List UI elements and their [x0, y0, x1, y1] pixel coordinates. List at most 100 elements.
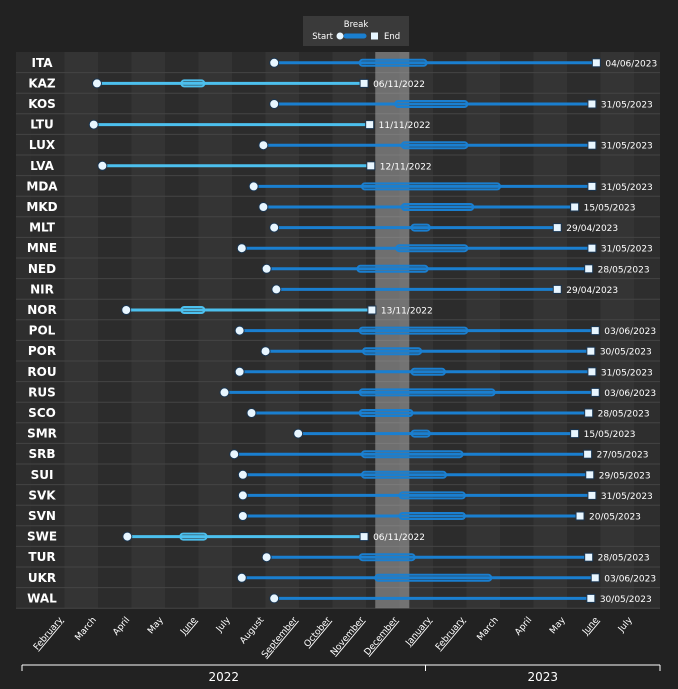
- end-marker: [365, 120, 375, 130]
- end-marker: [587, 367, 597, 377]
- month-column: [198, 52, 232, 609]
- start-marker: [234, 366, 245, 377]
- end-date-label: 11/11/2022: [379, 121, 431, 131]
- end-date-label: 15/05/2023: [584, 430, 636, 440]
- start-marker: [269, 222, 280, 233]
- row-lux: LUX 31/05/2023: [29, 138, 653, 152]
- end-date-label: 29/05/2023: [599, 471, 651, 481]
- end-marker: [359, 78, 369, 88]
- break-marker: [361, 347, 423, 356]
- month-column: [31, 52, 65, 609]
- row-label: UKR: [28, 571, 56, 585]
- start-marker: [269, 99, 280, 109]
- break-marker: [398, 512, 466, 520]
- row-label: SVK: [28, 488, 56, 502]
- start-marker: [236, 243, 247, 254]
- legend-end-marker: [371, 32, 378, 40]
- end-marker: [359, 532, 369, 542]
- start-marker: [261, 263, 272, 274]
- row-mlt: MLT 29/04/2023: [29, 221, 618, 235]
- end-marker: [586, 346, 596, 356]
- month-column: [165, 52, 199, 609]
- start-marker: [91, 78, 102, 89]
- row-swe: SWE 06/11/2022: [27, 530, 425, 544]
- end-marker: [584, 408, 594, 418]
- end-date-label: 31/05/2023: [601, 492, 653, 502]
- row-nor: NOR 13/11/2022: [27, 303, 433, 317]
- start-marker: [258, 202, 269, 212]
- start-marker: [271, 284, 282, 295]
- break-marker: [395, 244, 469, 253]
- month-tick-label: May: [548, 615, 568, 636]
- end-date-label: 31/05/2023: [601, 245, 653, 255]
- end-marker: [366, 161, 376, 171]
- break-marker: [374, 573, 493, 582]
- end-date-label: 31/05/2023: [601, 101, 653, 111]
- start-marker: [234, 325, 245, 336]
- break-marker: [398, 491, 466, 500]
- row-label: SCO: [28, 406, 56, 420]
- end-marker: [587, 99, 597, 109]
- month-tick-label: August: [238, 615, 266, 646]
- start-marker: [237, 511, 248, 521]
- row-svk: SVK 31/05/2023: [28, 488, 652, 502]
- month-column: [600, 52, 634, 609]
- legend-end-label: End: [384, 32, 400, 42]
- end-marker: [587, 140, 597, 150]
- end-date-label: 04/06/2023: [605, 59, 657, 69]
- start-marker: [248, 181, 259, 192]
- month-tick-label: December: [363, 615, 401, 657]
- start-marker: [122, 531, 133, 542]
- row-label: NIR: [30, 282, 54, 296]
- row-label: SMR: [27, 427, 57, 441]
- end-date-label: 27/05/2023: [597, 451, 649, 461]
- break-marker: [356, 264, 429, 273]
- start-marker: [269, 57, 280, 68]
- row-kaz: KAZ 06/11/2022: [28, 76, 425, 90]
- month-column: [98, 52, 132, 609]
- row-label: SUI: [31, 468, 54, 482]
- row-tur: TUR 28/05/2023: [28, 550, 649, 564]
- row-label: SWE: [27, 530, 57, 544]
- end-marker: [590, 387, 600, 397]
- row-pol: POL 03/06/2023: [29, 324, 656, 338]
- row-label: TUR: [28, 550, 55, 564]
- end-date-label: 13/11/2022: [381, 307, 433, 317]
- month-tick-label: April: [513, 616, 534, 638]
- month-column: [131, 52, 165, 609]
- start-marker: [121, 305, 132, 315]
- row-ukr: UKR 03/06/2023: [28, 571, 656, 585]
- end-marker: [570, 429, 580, 439]
- month-tick-label: May: [146, 615, 166, 636]
- start-marker: [219, 387, 230, 398]
- break-marker: [358, 326, 469, 335]
- end-date-label: 30/05/2023: [600, 595, 652, 605]
- row-label: NED: [28, 262, 56, 276]
- legend-start-marker: [336, 32, 344, 40]
- break-marker: [410, 223, 431, 232]
- month-tick-label: June: [580, 615, 601, 638]
- break-marker: [179, 532, 208, 541]
- break-marker: [400, 141, 469, 150]
- end-date-label: 03/06/2023: [604, 327, 656, 337]
- start-marker: [97, 160, 108, 171]
- start-marker: [88, 119, 99, 130]
- row-label: MLT: [29, 221, 56, 235]
- row-label: ROU: [27, 365, 56, 379]
- month-tick-label: March: [74, 616, 99, 643]
- row-label: LTU: [30, 118, 54, 132]
- row-label: MKD: [26, 200, 57, 214]
- break-marker: [400, 203, 475, 211]
- legend-start-label: Start: [312, 32, 333, 42]
- break-marker: [360, 182, 502, 191]
- start-marker: [236, 572, 247, 583]
- break-marker: [358, 388, 496, 397]
- month-tick-label: February: [434, 615, 468, 652]
- row-wal: WAL 30/05/2023: [27, 591, 652, 605]
- end-date-label: 06/11/2022: [373, 533, 425, 543]
- end-marker: [584, 264, 594, 274]
- start-marker: [237, 469, 248, 480]
- row-rou: ROU 31/05/2023: [27, 365, 652, 379]
